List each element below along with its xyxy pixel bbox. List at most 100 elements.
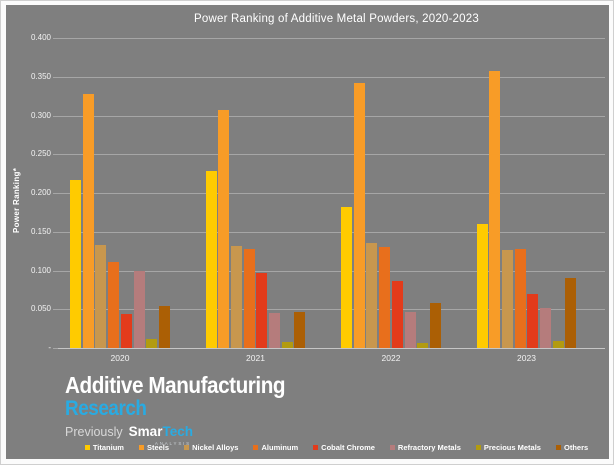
y-tick-label: - (48, 343, 51, 352)
bar-cobalt-chrome-2020 (120, 313, 132, 348)
bar-steels-2020 (82, 93, 94, 348)
bar-steels-2023 (489, 70, 501, 348)
smartech-logo-white: Smar (128, 424, 163, 439)
brand-previously-row: Previously SmarTech ANALYSIS (65, 424, 310, 446)
y-tick-mark (53, 154, 58, 156)
gridline (58, 270, 605, 272)
legend-swatch-titanium (84, 445, 90, 450)
legend-item-precious-metals: Precious Metals (475, 443, 541, 452)
chart-title: Power Ranking of Additive Metal Powders,… (194, 13, 479, 25)
smartech-logo-cyan: Tech (162, 424, 193, 439)
bar-cobalt-chrome-2022 (391, 280, 403, 348)
y-tick-label: 0.050 (30, 304, 51, 314)
legend-swatch-precious-metals (475, 445, 481, 450)
y-tick-label: 0.350 (30, 71, 51, 81)
legend-swatch-nickel-alloys (184, 445, 190, 450)
bar-titanium-2020 (70, 179, 82, 348)
brand-previously-label: Previously (65, 425, 123, 439)
gridline (58, 193, 605, 194)
bar-others-2023 (565, 278, 577, 348)
legend-item-cobalt-chrome: Cobalt Chrome (313, 443, 375, 452)
bar-nickel-alloys-2021 (230, 245, 242, 348)
bar-titanium-2021 (205, 171, 217, 348)
bar-cobalt-chrome-2023 (527, 293, 539, 348)
legend-label: Aluminum (261, 443, 299, 452)
y-tick-mark (53, 231, 58, 233)
legend-label: Titanium (92, 443, 124, 452)
y-tick-mark (53, 38, 58, 39)
bar-aluminum-2023 (514, 248, 526, 348)
y-tick-mark (53, 348, 58, 349)
gridline (58, 154, 605, 156)
bar-steels-2021 (218, 110, 230, 348)
y-tick-label: 0.200 (30, 188, 51, 197)
legend-item-steels: Steels (138, 443, 170, 452)
y-tick-label: 0.100 (30, 265, 51, 275)
bar-refractory-metals-2021 (269, 313, 281, 348)
bar-titanium-2023 (476, 224, 488, 348)
brand-title: Additive Manufacturing (65, 372, 286, 398)
bar-precious-metals-2021 (281, 341, 293, 348)
bar-nickel-alloys-2022 (366, 243, 378, 348)
bar-refractory-metals-2020 (133, 271, 145, 348)
x-axis-label-2023: 2023 (517, 353, 536, 363)
x-axis-label-2021: 2021 (246, 353, 265, 363)
y-tick-label: 0.400 (30, 33, 51, 42)
bar-others-2022 (429, 303, 441, 348)
legend-item-titanium: Titanium (84, 443, 124, 452)
y-tick-mark (53, 76, 58, 78)
bar-titanium-2022 (341, 206, 353, 348)
y-tick-label: 0.250 (30, 149, 51, 159)
legend-item-aluminum: Aluminum (253, 443, 298, 452)
bar-refractory-metals-2022 (404, 312, 416, 348)
bar-nickel-alloys-2020 (95, 244, 107, 348)
legend-swatch-cobalt-chrome (313, 445, 319, 450)
legend-item-refractory-metals: Refractory Metals (389, 443, 461, 452)
bar-others-2021 (294, 311, 306, 348)
y-tick-label: 0.300 (30, 110, 51, 120)
bar-aluminum-2022 (379, 247, 391, 348)
legend-swatch-steels (138, 445, 144, 450)
legend-swatch-others (555, 445, 561, 450)
bar-aluminum-2021 (243, 248, 255, 348)
y-tick-label: 0.150 (30, 226, 51, 236)
bar-precious-metals-2022 (417, 342, 429, 348)
chart-legend: Titanium Steels Nickel Alloys Aluminum Cobal… (63, 443, 610, 452)
bar-steels-2022 (353, 82, 365, 348)
legend-label: Nickel Alloys (192, 443, 239, 452)
bar-cobalt-chrome-2021 (256, 272, 268, 348)
bar-others-2020 (158, 306, 170, 348)
bar-precious-metals-2020 (146, 338, 158, 348)
brand-block: Additive Manufacturing Research Previous… (65, 372, 310, 447)
smartech-logo: SmarTech ANALYSIS (128, 424, 193, 446)
x-axis-label-2022: 2022 (381, 353, 401, 363)
chart-panel: Power Ranking of Additive Metal Powders,… (6, 5, 609, 459)
bar-aluminum-2020 (108, 261, 120, 348)
gridline (58, 309, 605, 311)
bar-refractory-metals-2023 (540, 307, 552, 348)
bar-nickel-alloys-2023 (501, 250, 513, 348)
gridline (58, 38, 605, 39)
legend-label: Steels (146, 443, 170, 452)
y-tick-mark (53, 270, 58, 272)
y-tick-mark (53, 309, 58, 311)
gridline (58, 115, 605, 117)
legend-label: Cobalt Chrome (321, 443, 375, 452)
legend-label: Refractory Metals (397, 443, 461, 452)
legend-label: Precious Metals (483, 443, 541, 452)
brand-subtitle: Research (65, 397, 147, 420)
x-axis-label-2020: 2020 (110, 353, 130, 363)
smartech-analysis-label: ANALYSIS (154, 441, 191, 446)
gridline (58, 76, 605, 78)
legend-item-nickel-alloys: Nickel Alloys (184, 443, 238, 452)
x-axis-line (58, 348, 605, 349)
y-tick-mark (53, 193, 58, 194)
legend-label: Others (563, 443, 589, 452)
legend-swatch-aluminum (253, 445, 259, 450)
bar-precious-metals-2023 (552, 341, 564, 348)
y-tick-mark (53, 115, 58, 117)
gridline (58, 231, 605, 233)
legend-swatch-refractory-metals (389, 445, 395, 450)
legend-item-others: Others (555, 443, 589, 452)
